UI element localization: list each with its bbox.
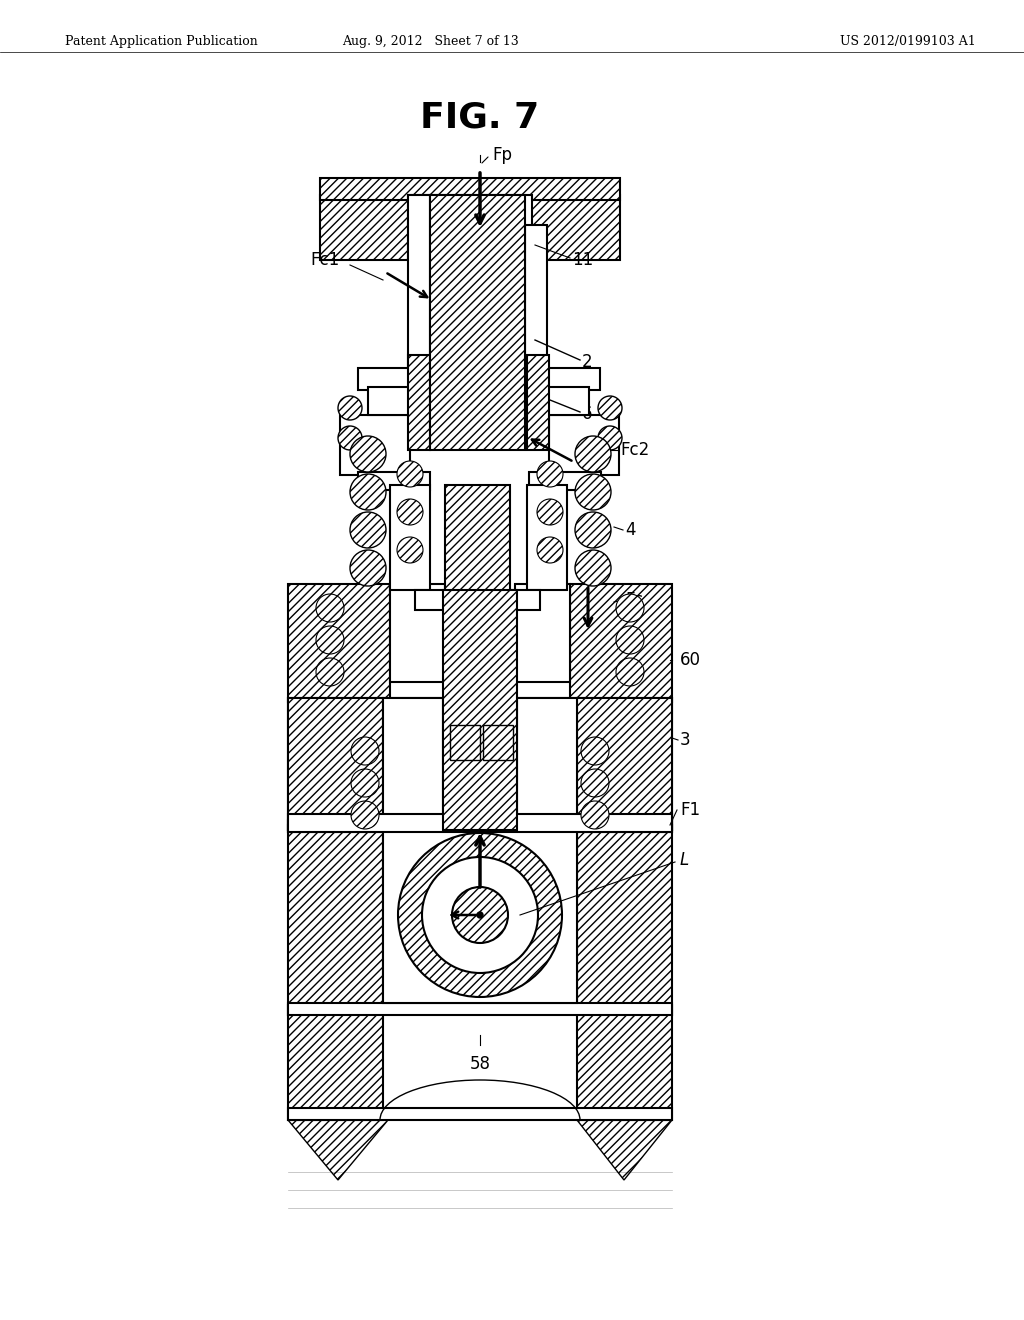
- Circle shape: [422, 857, 538, 973]
- Bar: [390, 583, 445, 682]
- Bar: [415, 590, 540, 610]
- Circle shape: [316, 657, 344, 686]
- Circle shape: [598, 396, 622, 420]
- Bar: [319, 178, 620, 201]
- Text: Aug. 9, 2012   Sheet 7 of 13: Aug. 9, 2012 Sheet 7 of 13: [342, 36, 518, 48]
- Bar: [288, 1107, 672, 1119]
- Bar: [390, 484, 430, 590]
- Circle shape: [397, 499, 423, 525]
- Circle shape: [598, 426, 622, 450]
- Bar: [288, 1003, 672, 1015]
- Bar: [483, 725, 513, 760]
- Text: L: L: [680, 851, 689, 869]
- Bar: [527, 387, 589, 414]
- Text: Patent Application Publication: Patent Application Publication: [65, 36, 258, 48]
- Bar: [180, 1150, 840, 1230]
- Bar: [517, 698, 577, 814]
- Bar: [577, 1005, 672, 1119]
- Circle shape: [575, 474, 611, 510]
- Bar: [408, 355, 430, 450]
- Bar: [570, 583, 672, 702]
- Bar: [408, 195, 430, 380]
- Bar: [525, 224, 547, 380]
- Bar: [383, 698, 443, 814]
- Text: FIG. 7: FIG. 7: [421, 100, 540, 135]
- Circle shape: [616, 594, 644, 622]
- Circle shape: [575, 512, 611, 548]
- Text: US 2012/0199103 A1: US 2012/0199103 A1: [840, 36, 976, 48]
- Circle shape: [350, 474, 386, 510]
- Circle shape: [616, 626, 644, 653]
- Text: 6: 6: [582, 405, 593, 422]
- Text: 2: 2: [582, 352, 593, 371]
- Text: 4: 4: [625, 521, 636, 539]
- Circle shape: [350, 550, 386, 586]
- Bar: [340, 414, 410, 475]
- Bar: [288, 698, 672, 830]
- Circle shape: [350, 436, 386, 473]
- Text: Fc2: Fc2: [620, 441, 649, 459]
- Circle shape: [350, 512, 386, 548]
- Text: Fs: Fs: [625, 591, 643, 609]
- Circle shape: [338, 426, 362, 450]
- Bar: [450, 725, 480, 760]
- Circle shape: [581, 770, 609, 797]
- Bar: [288, 583, 390, 702]
- Circle shape: [581, 737, 609, 766]
- Bar: [577, 825, 672, 1015]
- Circle shape: [537, 499, 563, 525]
- Bar: [515, 583, 570, 682]
- Circle shape: [351, 737, 379, 766]
- Bar: [443, 590, 517, 830]
- Bar: [577, 698, 672, 830]
- Circle shape: [398, 833, 562, 997]
- Circle shape: [537, 537, 563, 564]
- Circle shape: [477, 912, 483, 917]
- Text: Fp: Fp: [492, 147, 512, 164]
- Bar: [383, 828, 577, 1003]
- Circle shape: [575, 550, 611, 586]
- Circle shape: [316, 594, 344, 622]
- Circle shape: [351, 801, 379, 829]
- Text: F1: F1: [680, 801, 700, 818]
- Bar: [527, 355, 549, 450]
- Circle shape: [575, 436, 611, 473]
- Bar: [408, 195, 532, 260]
- Text: 11: 11: [572, 251, 593, 269]
- Bar: [358, 473, 430, 490]
- Bar: [288, 1005, 383, 1119]
- Circle shape: [338, 396, 362, 420]
- Bar: [288, 698, 383, 830]
- Bar: [430, 195, 525, 450]
- Bar: [525, 368, 600, 389]
- Circle shape: [452, 887, 508, 942]
- Text: 60: 60: [680, 651, 701, 669]
- Bar: [527, 484, 567, 590]
- Bar: [358, 368, 433, 389]
- Circle shape: [581, 801, 609, 829]
- Circle shape: [316, 626, 344, 653]
- Circle shape: [397, 537, 423, 564]
- Text: Fc1: Fc1: [310, 251, 340, 269]
- Text: 58: 58: [469, 1055, 490, 1073]
- Bar: [288, 814, 672, 832]
- Bar: [530, 195, 620, 260]
- Bar: [549, 414, 618, 475]
- Circle shape: [351, 770, 379, 797]
- Bar: [368, 387, 430, 414]
- Bar: [445, 484, 510, 601]
- Circle shape: [397, 461, 423, 487]
- Text: 3: 3: [680, 731, 690, 748]
- Bar: [288, 820, 672, 832]
- Bar: [288, 825, 383, 1015]
- Circle shape: [616, 657, 644, 686]
- Bar: [319, 195, 410, 260]
- Bar: [529, 473, 601, 490]
- Circle shape: [537, 461, 563, 487]
